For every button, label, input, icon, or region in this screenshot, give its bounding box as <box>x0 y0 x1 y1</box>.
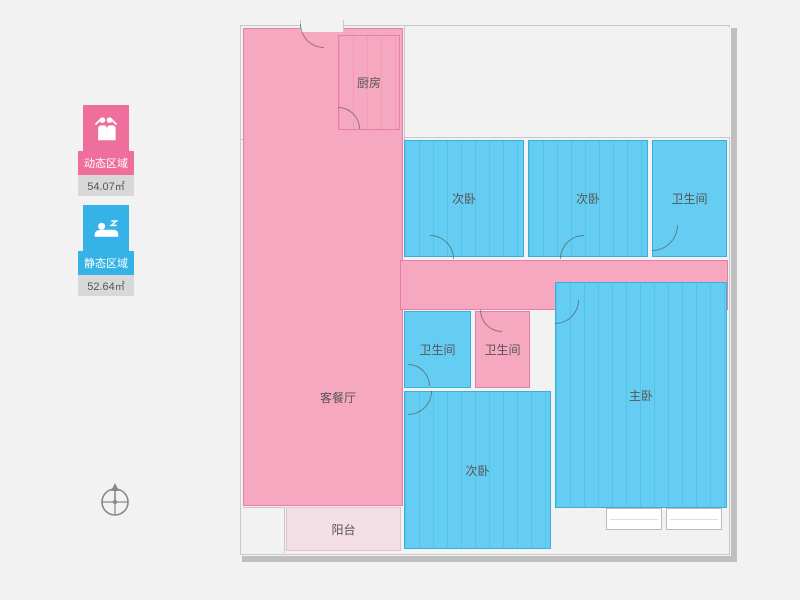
legend-active-icon <box>83 105 129 151</box>
legend-active-value: 54.07㎡ <box>78 175 134 196</box>
window-0-mullion <box>610 519 658 520</box>
legend-active: 动态区域54.07㎡ <box>78 105 134 196</box>
frame-shadow-1 <box>731 28 737 562</box>
room-bed2a: 次卧 <box>404 140 524 257</box>
room-bed2c: 次卧 <box>404 391 551 549</box>
void-1 <box>243 507 285 553</box>
room-master: 主卧 <box>555 282 727 508</box>
room-bed2a-label: 次卧 <box>452 190 476 207</box>
frame-shadow-0 <box>242 556 732 562</box>
room-balcony-label: 阳台 <box>331 521 355 538</box>
compass-icon <box>95 480 135 525</box>
room-bed2c-label: 次卧 <box>465 462 489 479</box>
void-0 <box>404 28 730 138</box>
window-1-mullion <box>670 519 718 520</box>
room-bath3-label: 卫生间 <box>484 341 520 358</box>
room-bed2b: 次卧 <box>528 140 648 257</box>
room-balcony: 阳台 <box>286 507 401 551</box>
room-master-label: 主卧 <box>629 387 653 404</box>
floorplan-stage: 动态区域54.07㎡静态区域52.64㎡客餐厅厨房次卧次卧卫生间卫生间卫生间主卧… <box>0 0 800 600</box>
room-bath2-label: 卫生间 <box>419 341 455 358</box>
window-0 <box>606 508 662 530</box>
room-bath1-label: 卫生间 <box>671 190 707 207</box>
legend-active-label: 动态区域 <box>78 151 134 175</box>
legend-quiet-icon <box>83 205 129 251</box>
legend-quiet: 静态区域52.64㎡ <box>78 205 134 296</box>
room-bed2b-label: 次卧 <box>576 190 600 207</box>
legend-quiet-value: 52.64㎡ <box>78 275 134 296</box>
legend-quiet-label: 静态区域 <box>78 251 134 275</box>
room-living-label: 客餐厅 <box>320 389 356 406</box>
window-1 <box>666 508 722 530</box>
room-kitchen-label: 厨房 <box>357 74 381 91</box>
